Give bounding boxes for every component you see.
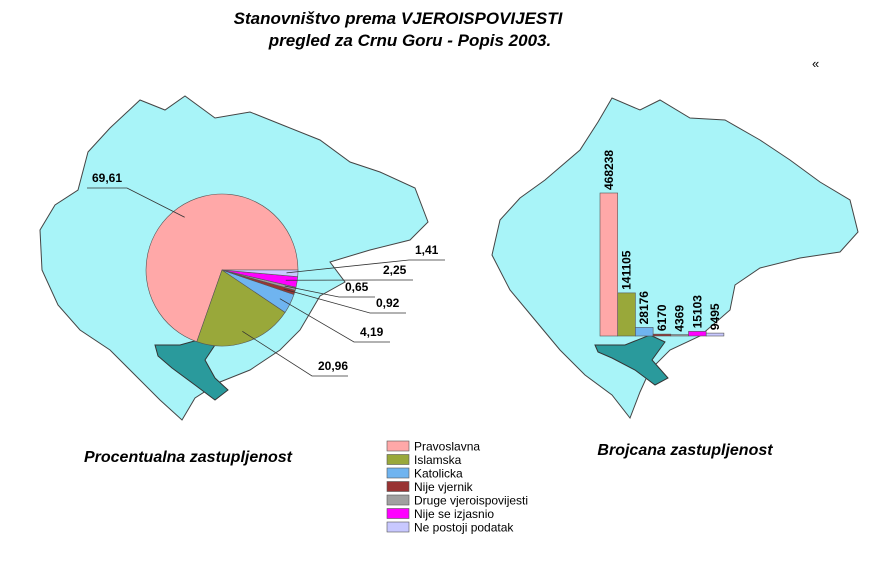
data-label: 4369 xyxy=(673,305,687,332)
data-label: 0,65 xyxy=(345,280,369,294)
legend-swatch xyxy=(386,440,410,452)
legend-label: Islamska xyxy=(414,453,462,467)
pie-slice xyxy=(221,269,299,278)
legend-label: Nije vjernik xyxy=(414,480,474,494)
data-label: 28176 xyxy=(637,291,651,325)
data-label: 1,41 xyxy=(415,243,439,257)
data-label: 15103 xyxy=(690,295,704,329)
legend-swatch xyxy=(386,467,410,479)
legend-label: Ne postoji podatak xyxy=(414,521,514,535)
leader-line xyxy=(279,298,390,343)
data-label: 2,25 xyxy=(383,263,407,277)
data-label: 141105 xyxy=(620,250,634,290)
leader-line xyxy=(283,288,406,314)
title-line-2: pregled za Crnu Goru - Popis 2003. xyxy=(268,31,551,50)
legend-label: Katolicka xyxy=(414,467,463,481)
legend-swatch xyxy=(386,508,410,519)
data-label: 9495 xyxy=(708,303,722,330)
legend-swatch xyxy=(386,521,410,533)
leader-line xyxy=(286,259,445,274)
leader-line xyxy=(242,330,348,377)
data-label: 20,96 xyxy=(318,359,348,373)
data-label: 69,61 xyxy=(92,171,122,185)
nav-back[interactable]: « xyxy=(812,56,819,71)
legend-swatch xyxy=(386,454,410,465)
legend-label: Pravoslavna xyxy=(414,440,480,454)
bar-title: Brojcana zastupljenost xyxy=(597,442,773,459)
legend-swatch xyxy=(386,481,410,492)
data-label: 4,19 xyxy=(360,325,384,339)
pie-slice xyxy=(145,193,299,343)
pie-slice xyxy=(196,269,286,347)
data-label: 0,92 xyxy=(376,296,400,310)
map-right xyxy=(491,97,859,420)
leader-line xyxy=(87,187,185,218)
pie-title: Procentualna zastupljenost xyxy=(84,449,293,466)
leader-line xyxy=(284,285,375,298)
bar xyxy=(688,331,707,337)
legend-label: Druge vjeroispovijesti xyxy=(414,494,528,508)
bar xyxy=(670,334,689,337)
bar xyxy=(635,327,654,337)
legend-swatch xyxy=(386,494,410,506)
map-right-bay xyxy=(594,334,669,386)
data-label: 6170 xyxy=(655,304,669,331)
bar xyxy=(617,292,636,337)
bar xyxy=(652,333,672,337)
title-line-1: Stanovništvo prema VJEROISPOVIJESTI xyxy=(234,9,564,28)
bar xyxy=(705,332,725,337)
bar xyxy=(599,192,619,337)
data-label: 468238 xyxy=(602,150,616,190)
legend-label: Nije se izjasnio xyxy=(414,507,494,521)
